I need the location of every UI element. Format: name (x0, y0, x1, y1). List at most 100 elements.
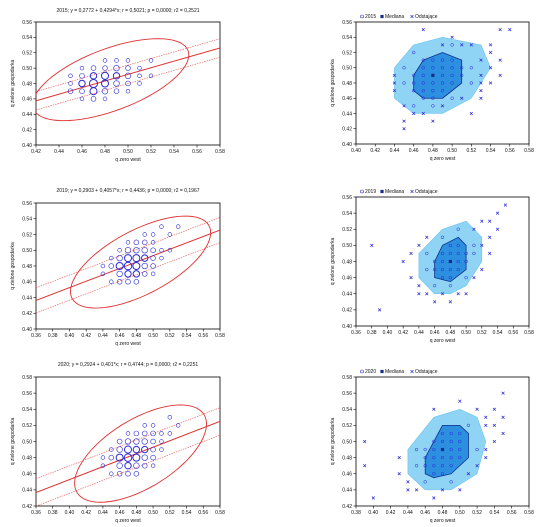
data-point (421, 81, 425, 85)
data-point (431, 58, 435, 62)
outlier-stroke (440, 292, 445, 296)
y-tick-label: 0.44 (342, 488, 352, 494)
outlier-point (488, 81, 493, 85)
data-point (141, 462, 148, 469)
confidence-band-line (36, 217, 220, 289)
data-point (450, 58, 454, 62)
data-point (109, 279, 114, 284)
outlier-stroke (425, 292, 429, 296)
outlier-stroke (440, 104, 445, 108)
data-point (425, 267, 429, 272)
outlier-stroke (440, 488, 445, 492)
outlier-point (421, 111, 425, 116)
outlier-stroke (475, 464, 479, 468)
x-tick-label: 0.46 (409, 148, 419, 154)
outlier-stroke (406, 488, 410, 492)
x-tick-label: 0.40 (383, 330, 393, 336)
x-tick-label: 0.56 (505, 148, 515, 154)
outlier-stroke (431, 119, 435, 123)
y-tick-label: 0.48 (342, 259, 352, 265)
outlier-point (495, 211, 500, 215)
plot-area (36, 404, 220, 506)
outlier-point (409, 275, 413, 280)
y-tick-label: 0.56 (22, 20, 32, 26)
data-point (448, 267, 453, 272)
x-tick-label: 0.58 (524, 148, 534, 154)
data-point (123, 261, 133, 271)
chart-panel: 0.40 0.42 0.44 0.46 0.48 0.50 0.52 0.54 0.56 0.58… (330, 14, 534, 162)
outlier-point (456, 292, 460, 296)
y-axis-label: q zielone gospodarka (10, 418, 16, 466)
data-point (440, 235, 445, 239)
data-point (159, 439, 164, 444)
outlier-point (363, 464, 367, 468)
y-tick-label: 0.56 (342, 195, 352, 201)
y-tick-label: 0.46 (22, 472, 32, 478)
data-point (113, 88, 120, 94)
data-point (458, 439, 462, 444)
outlier-point (479, 58, 483, 62)
x-tick-label: 0.58 (215, 149, 225, 155)
data-point (133, 430, 140, 437)
y-tick-label: 0.52 (22, 51, 32, 57)
outlier-stroke (479, 88, 483, 93)
x-tick-label: 0.40 (65, 510, 75, 516)
data-point (432, 259, 437, 264)
outlier-point (425, 235, 429, 239)
outlier-stroke (456, 292, 460, 296)
data-point (132, 254, 141, 263)
outlier-point (488, 235, 492, 239)
outlier-point (464, 292, 468, 296)
y-tick-label: 0.50 (342, 439, 352, 445)
data-point (150, 430, 156, 437)
outlier-point (460, 96, 464, 100)
x-tick-label: 0.42 (398, 330, 408, 336)
outlier-stroke (488, 219, 492, 223)
x-tick-label: 0.44 (54, 149, 64, 155)
outlier-point (503, 203, 508, 207)
outlier-stroke (488, 43, 493, 47)
x-tick-label: 0.48 (445, 330, 455, 336)
x-tick-label: 0.42 (370, 148, 380, 154)
outlier-point (469, 111, 473, 116)
data-point (440, 58, 445, 62)
x-tick-label: 0.54 (490, 510, 500, 516)
data-point (141, 454, 148, 461)
outlier-point (431, 119, 435, 123)
x-tick-label: 0.46 (115, 510, 125, 516)
x-tick-label: 0.48 (438, 510, 448, 516)
data-point (431, 88, 435, 93)
legend-entry: Mediana (385, 369, 404, 375)
y-tick-label: 0.52 (342, 227, 352, 233)
data-point (116, 462, 123, 469)
data-point (449, 455, 453, 460)
x-tick-label: 0.44 (390, 148, 400, 154)
outlier-point (488, 43, 493, 47)
x-axis-label: q zero west (115, 341, 141, 347)
data-point (167, 415, 173, 420)
y-tick-label: 0.52 (342, 50, 352, 56)
data-point (456, 243, 460, 248)
x-axis-label: q zero west (430, 518, 456, 524)
data-point (456, 267, 460, 272)
x-tick-label: 0.46 (77, 149, 87, 155)
data-point (79, 73, 85, 79)
data-point (440, 259, 445, 264)
confidence-band-line (36, 407, 220, 480)
data-point (116, 270, 123, 278)
legend-entry: Mediana (385, 189, 404, 195)
legend-median-icon (380, 189, 384, 194)
data-point (116, 471, 123, 477)
outlier-stroke (484, 455, 488, 460)
x-tick-label: 0.44 (98, 333, 108, 339)
outlier-stroke (503, 203, 508, 207)
data-point (123, 453, 133, 462)
x-tick-label: 0.52 (466, 148, 476, 154)
data-point (412, 50, 416, 55)
data-point (421, 96, 425, 100)
outlier-point (421, 27, 425, 32)
outlier-point (479, 73, 483, 78)
data-point (100, 271, 106, 277)
outlier-stroke (432, 496, 436, 500)
